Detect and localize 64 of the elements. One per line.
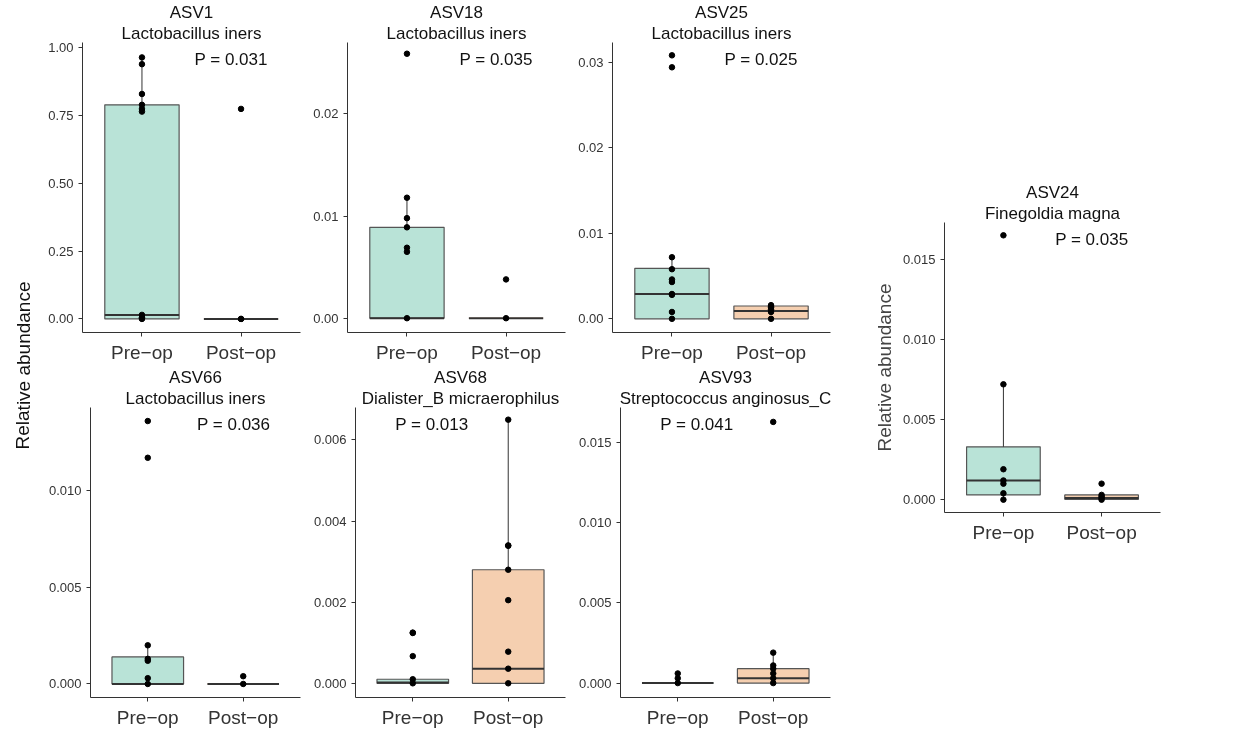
x-tick-label: Pre−op	[641, 341, 703, 363]
y-tick-label: 0.004	[313, 513, 347, 529]
y-tick-label: 0.000	[578, 675, 612, 691]
y-tick-label: 0.00	[313, 310, 339, 326]
y-tick-label: 0.02	[578, 140, 604, 156]
y-tick-label: 0.01	[578, 225, 604, 241]
chart-subtitle: Streptococcus anginosus_C	[619, 388, 832, 408]
x-tick-label: Post−op	[738, 706, 809, 728]
chart-title: ASV93	[699, 367, 752, 387]
y-tick-label: 0.50	[48, 175, 74, 191]
x-tick-label: Post−op	[205, 341, 277, 363]
chart-subtitle: Lactobacillus iners	[125, 388, 266, 408]
chart-subtitle: Lactobacillus iners	[121, 23, 262, 43]
annotation: P = 0.041	[660, 415, 734, 435]
y-tick-label: 0.015	[578, 435, 612, 451]
x-tick-label: Pre−op	[111, 341, 173, 363]
y-tick-label: 0.75	[48, 108, 74, 124]
y-tick-label: 0.005	[578, 595, 612, 611]
chart-subtitle: Lactobacillus iners	[651, 23, 792, 43]
x-tick-label: Post−op	[735, 341, 807, 363]
y-tick-label: 0.015	[902, 251, 936, 267]
y-tick-label: 0.01	[313, 208, 339, 224]
y-tick-label: 0.005	[48, 579, 82, 595]
y-tick-label: 0.000	[48, 676, 82, 692]
annotation: P = 0.031	[194, 50, 268, 70]
chart-title: ASV25	[695, 2, 748, 22]
chart-subtitle: Dialister_B micraerophilus	[361, 388, 560, 408]
y-tick-label: 0.03	[578, 54, 604, 70]
y-tick-label: 0.006	[313, 432, 347, 448]
x-tick-label: Pre−op	[381, 706, 444, 728]
y-tick-label: 0.005	[902, 412, 936, 428]
y-axis-title: Relative abundance	[12, 281, 34, 450]
x-tick-label: Pre−op	[376, 341, 438, 363]
annotation: P = 0.013	[395, 415, 469, 435]
y-axis-title: Relative abundance	[873, 283, 895, 452]
x-tick-label: Post−op	[208, 706, 279, 728]
annotation: P = 0.035	[1055, 230, 1129, 250]
y-tick-label: 0.00	[48, 311, 74, 327]
x-tick-label: Pre−op	[972, 521, 1035, 543]
y-tick-label: 0.010	[48, 483, 82, 499]
chart-title: ASV24	[1026, 182, 1079, 202]
x-tick-label: Pre−op	[116, 706, 179, 728]
annotation: P = 0.036	[197, 415, 271, 435]
y-tick-label: 0.010	[578, 515, 612, 531]
x-tick-label: Pre−op	[646, 706, 709, 728]
chart-title: ASV18	[430, 2, 483, 22]
chart-title: ASV1	[169, 2, 214, 22]
y-tick-label: 0.02	[313, 106, 339, 122]
y-tick-label: 0.000	[902, 492, 936, 508]
y-tick-label: 0.002	[313, 594, 347, 610]
y-tick-label: 0.25	[48, 243, 74, 259]
chart-title: ASV66	[169, 367, 222, 387]
x-tick-label: Post−op	[470, 341, 542, 363]
y-tick-label: 0.010	[902, 331, 936, 347]
chart-title: ASV68	[434, 367, 487, 387]
x-tick-label: Post−op	[473, 706, 544, 728]
chart-subtitle: Finegoldia magna	[984, 203, 1121, 223]
annotation: P = 0.035	[459, 50, 533, 70]
chart-subtitle: Lactobacillus iners	[386, 23, 527, 43]
annotation: P = 0.025	[724, 50, 798, 70]
y-tick-label: 0.000	[313, 675, 347, 691]
y-tick-label: 1.00	[48, 40, 74, 56]
y-tick-label: 0.00	[578, 311, 604, 327]
x-tick-label: Post−op	[1066, 521, 1137, 543]
